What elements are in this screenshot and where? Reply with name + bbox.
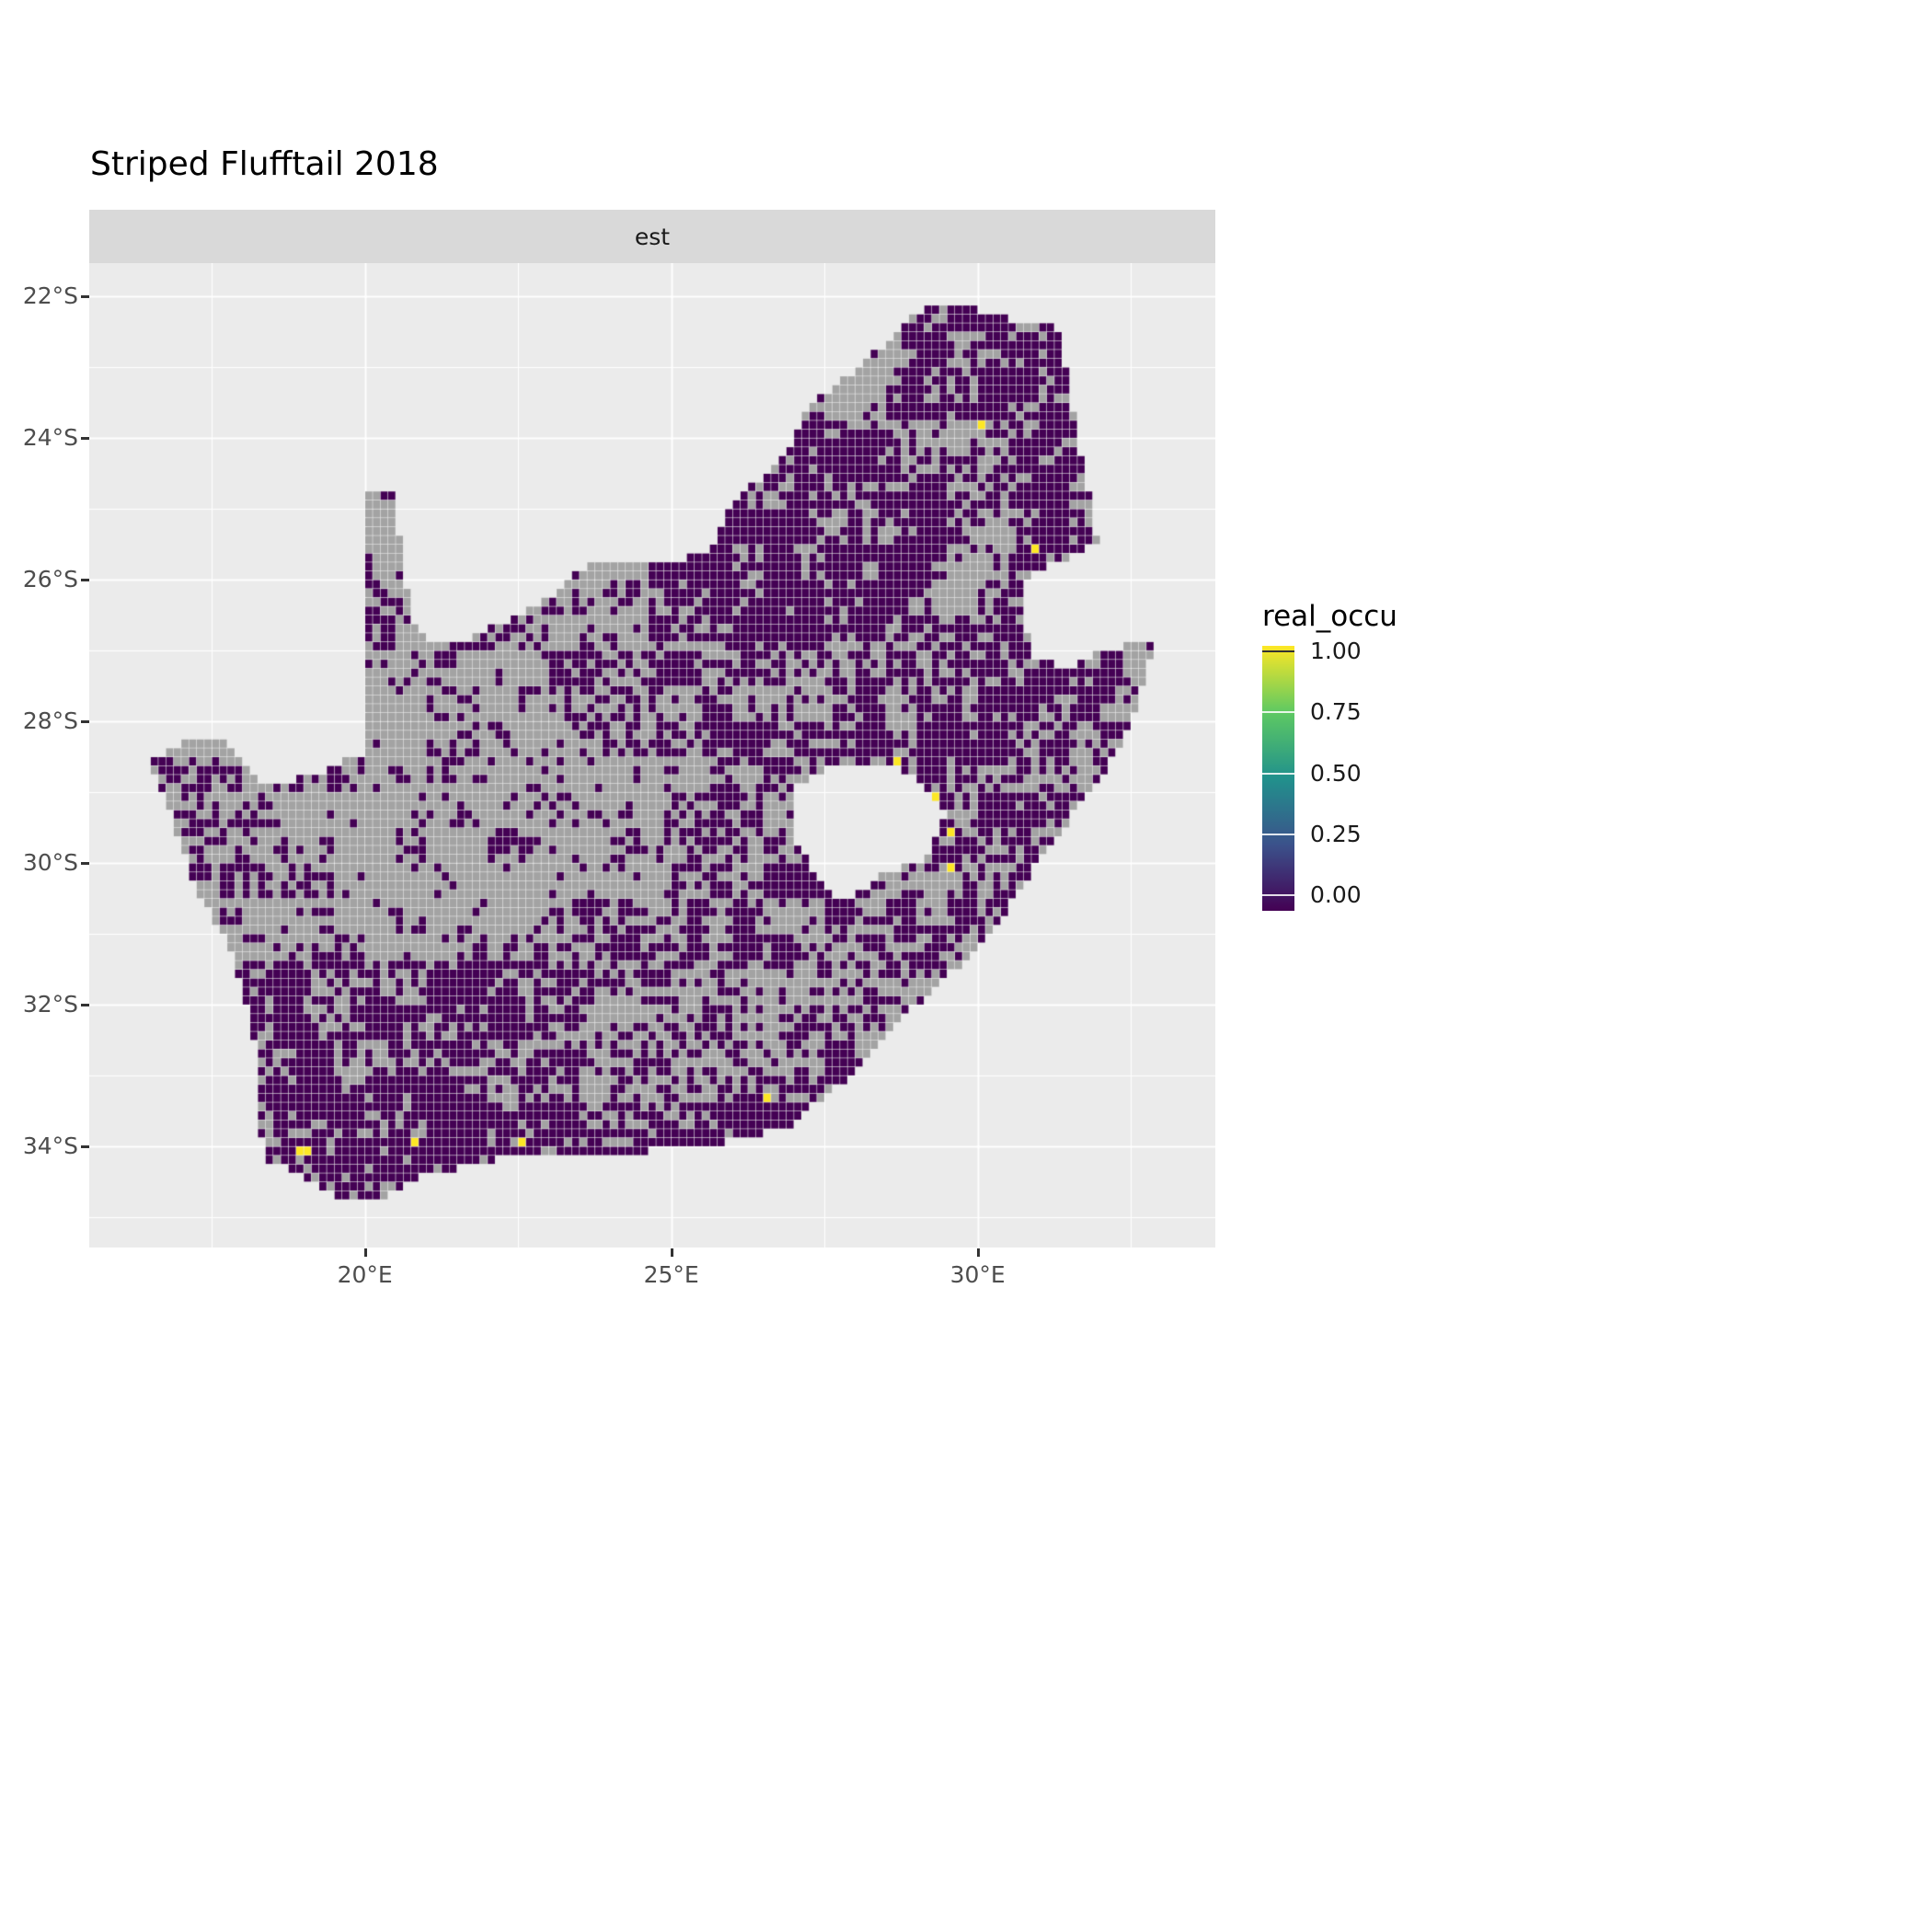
- y-axis-tick-label: 24°S: [22, 424, 78, 452]
- legend-tick-label: 0.75: [1310, 698, 1362, 726]
- y-axis-tick-mark: [81, 579, 89, 582]
- legend-tick-label: 1.00: [1310, 638, 1362, 664]
- facet-strip-label: est: [634, 223, 671, 250]
- legend-colorbar: [1262, 646, 1294, 911]
- x-axis-tick-label: 25°E: [643, 1261, 699, 1288]
- y-axis-tick-mark: [81, 862, 89, 866]
- legend-tick-mark: [1262, 711, 1294, 714]
- y-axis-tick-label: 34°S: [22, 1133, 78, 1160]
- y-axis-tick-mark: [81, 1004, 89, 1007]
- y-axis-tick-label: 32°S: [22, 991, 78, 1018]
- y-axis-tick-label: 30°S: [22, 849, 78, 877]
- legend-title: real_occu: [1262, 600, 1397, 633]
- x-axis-tick-label: 30°E: [949, 1261, 1006, 1288]
- y-axis-tick-mark: [81, 437, 89, 441]
- y-axis-tick-mark: [81, 1145, 89, 1149]
- legend-tick-label: 0.25: [1310, 820, 1362, 847]
- legend-tick-label: 0.00: [1310, 881, 1362, 908]
- x-axis-tick-label: 20°E: [337, 1261, 393, 1288]
- legend-tick-label: 0.50: [1310, 759, 1362, 787]
- legend-tick-mark: [1262, 833, 1294, 835]
- y-axis-tick-label: 22°S: [22, 282, 78, 310]
- facet-strip: est: [89, 210, 1215, 263]
- y-axis-tick-mark: [81, 720, 89, 724]
- legend: real_occu 1.00 0.75 0.50 0.25 0.00: [1262, 600, 1465, 968]
- legend-tick-mark: [1262, 650, 1294, 652]
- legend-tick-mark: [1262, 894, 1294, 896]
- y-axis-tick-mark: [81, 295, 89, 299]
- x-axis-tick-mark: [670, 1248, 673, 1257]
- y-axis-tick-label: 26°S: [22, 566, 78, 593]
- map-canvas: [89, 263, 1215, 1248]
- x-axis-tick-mark: [363, 1248, 367, 1257]
- y-axis-tick-label: 28°S: [22, 707, 78, 735]
- plot-title: Striped Flufftail 2018: [90, 145, 439, 183]
- x-axis-tick-mark: [976, 1248, 980, 1257]
- legend-tick-mark: [1262, 772, 1294, 775]
